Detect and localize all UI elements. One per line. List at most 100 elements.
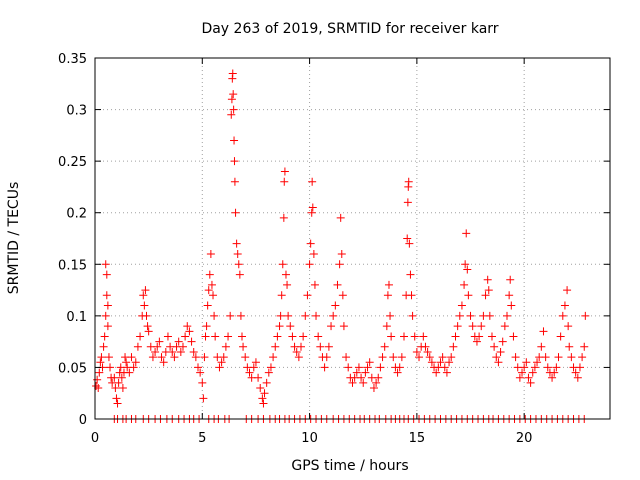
data-point — [464, 291, 473, 300]
data-point — [100, 332, 109, 341]
y-tick-label: 0 — [79, 413, 87, 428]
data-point — [301, 311, 310, 320]
data-point — [209, 291, 218, 300]
data-point — [421, 342, 430, 351]
data-point — [286, 322, 295, 331]
data-point — [485, 311, 494, 320]
data-point — [575, 363, 584, 372]
data-point — [500, 322, 509, 331]
data-point — [564, 322, 573, 331]
data-points — [92, 69, 590, 423]
data-point — [198, 378, 207, 387]
data-point — [363, 363, 372, 372]
data-point — [151, 347, 160, 356]
data-point — [357, 373, 366, 382]
data-point — [335, 260, 344, 269]
data-point — [400, 332, 408, 341]
data-point — [256, 384, 265, 393]
data-point — [114, 378, 123, 387]
data-point — [262, 378, 271, 387]
data-point — [490, 342, 499, 351]
data-point — [189, 347, 198, 356]
data-point — [449, 342, 458, 351]
x-tick-label: 0 — [91, 431, 99, 446]
data-point — [187, 337, 196, 346]
data-point — [102, 270, 111, 279]
data-point — [249, 363, 258, 372]
data-point — [484, 286, 493, 295]
data-point — [558, 311, 567, 320]
data-point — [104, 353, 113, 362]
data-point — [251, 358, 260, 367]
data-point — [327, 322, 336, 331]
data-point — [336, 213, 345, 222]
data-point — [277, 291, 286, 300]
data-point — [322, 353, 331, 362]
data-point — [170, 353, 179, 362]
x-tick-label: 15 — [409, 431, 426, 446]
data-point — [312, 311, 321, 320]
data-point — [548, 373, 557, 382]
data-point — [393, 368, 402, 377]
data-point — [552, 363, 561, 372]
data-point — [408, 311, 417, 320]
data-point — [463, 265, 472, 274]
tick-labels: 0 5 10 15 20 0 0.05 0.1 0.15 0.2 0.25 0.3 0.35 — [58, 52, 532, 446]
data-point — [288, 332, 297, 341]
data-point — [509, 332, 518, 341]
data-point — [472, 337, 481, 346]
data-point — [387, 332, 396, 341]
data-point — [539, 327, 548, 336]
data-point — [97, 353, 106, 362]
data-point — [106, 363, 115, 372]
data-point — [258, 394, 267, 403]
data-point — [203, 301, 212, 310]
data-point — [352, 368, 361, 377]
data-point — [369, 384, 378, 393]
data-point — [520, 363, 529, 372]
data-point — [563, 286, 572, 295]
x-tick-label: 5 — [198, 431, 206, 446]
data-point — [410, 332, 419, 341]
data-point — [294, 353, 303, 362]
data-point — [122, 358, 131, 367]
data-point — [204, 286, 213, 295]
data-point — [348, 378, 357, 387]
data-point — [140, 301, 149, 310]
data-point — [530, 363, 539, 372]
data-point — [148, 353, 157, 362]
data-point — [481, 291, 490, 300]
data-point — [279, 213, 288, 222]
data-point — [436, 358, 445, 367]
data-point — [556, 332, 565, 341]
data-point — [483, 275, 492, 284]
data-point — [205, 270, 214, 279]
data-point — [234, 260, 243, 269]
data-point — [407, 291, 416, 300]
data-point — [96, 358, 105, 367]
data-point — [281, 270, 290, 279]
data-point — [382, 322, 391, 331]
data-point — [227, 110, 236, 119]
data-point — [528, 368, 537, 377]
data-point — [194, 363, 202, 372]
data-point — [229, 90, 238, 99]
data-point — [492, 353, 501, 362]
data-point — [329, 311, 338, 320]
data-point — [215, 363, 224, 372]
data-point — [405, 239, 414, 248]
data-point — [419, 332, 428, 341]
data-point — [113, 399, 122, 408]
y-tick-label: 0.2 — [66, 207, 87, 222]
data-point — [266, 363, 275, 372]
y-tick-label: 0.05 — [58, 361, 87, 376]
data-point — [259, 399, 268, 408]
data-point — [231, 208, 240, 217]
y-tick-label: 0.25 — [58, 155, 87, 170]
data-point — [191, 353, 200, 362]
data-point — [526, 378, 535, 387]
data-point — [395, 363, 404, 372]
data-point — [554, 353, 563, 362]
data-point — [440, 363, 449, 372]
data-point — [202, 322, 211, 331]
